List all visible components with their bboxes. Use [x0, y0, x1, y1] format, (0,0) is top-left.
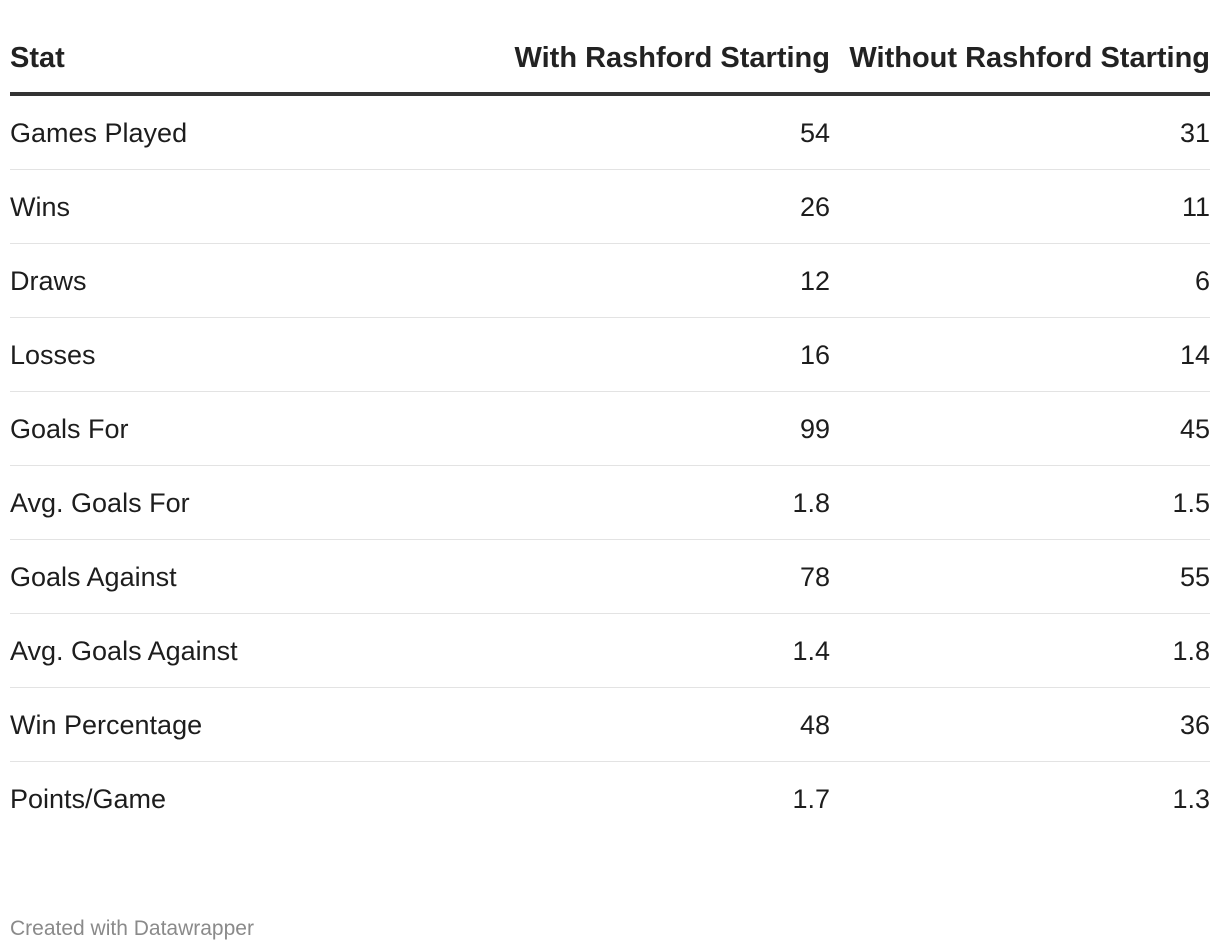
- with-rashford-cell: 12: [430, 243, 830, 318]
- without-rashford-cell: 45: [830, 391, 1210, 466]
- with-rashford-cell: 48: [430, 687, 830, 762]
- stat-cell: Draws: [10, 243, 430, 318]
- with-rashford-cell: 1.8: [430, 465, 830, 540]
- without-rashford-cell: 36: [830, 687, 1210, 762]
- column-header-without-rashford[interactable]: Without Rashford Starting: [830, 40, 1210, 96]
- table-row: Avg. Goals For 1.8 1.5: [10, 465, 1210, 540]
- stat-cell: Avg. Goals For: [10, 465, 430, 540]
- without-rashford-cell: 6: [830, 243, 1210, 318]
- datawrapper-credit: Created with Datawrapper: [10, 917, 254, 940]
- with-rashford-cell: 26: [430, 169, 830, 244]
- stat-cell: Games Played: [10, 94, 430, 170]
- stat-cell: Avg. Goals Against: [10, 613, 430, 688]
- stat-cell: Points/Game: [10, 783, 167, 814]
- table-row: Avg. Goals Against 1.4 1.8: [10, 613, 1210, 688]
- without-rashford-cell: 1.3: [1172, 783, 1210, 814]
- stat-cell: Goals Against: [10, 539, 430, 614]
- without-rashford-cell: 1.5: [830, 465, 1210, 540]
- stats-table: Stat With Rashford Starting Without Rash…: [10, 40, 1210, 835]
- table-row: Losses 16 14: [10, 317, 1210, 392]
- without-rashford-cell: 55: [830, 539, 1210, 614]
- stat-cell: Win Percentage: [10, 687, 430, 762]
- without-rashford-cell: 31: [830, 94, 1210, 170]
- stat-cell: Goals For: [10, 391, 430, 466]
- table-row: Wins 26 11: [10, 169, 1210, 244]
- with-rashford-cell: 1.4: [430, 613, 830, 688]
- stat-cell: Losses: [10, 317, 430, 392]
- table-row: Games Played 54 31: [10, 94, 1210, 170]
- without-rashford-cell: 14: [830, 317, 1210, 392]
- with-rashford-cell: 54: [430, 94, 830, 170]
- table-row: Draws 12 6: [10, 243, 1210, 318]
- table-row: Goals Against 78 55: [10, 539, 1210, 614]
- header-row: Stat With Rashford Starting Without Rash…: [10, 40, 1210, 96]
- column-header-with-rashford[interactable]: With Rashford Starting: [430, 40, 830, 96]
- with-rashford-cell: 78: [430, 539, 830, 614]
- table-header: Stat With Rashford Starting Without Rash…: [10, 40, 1210, 96]
- stats-table-container: Stat With Rashford Starting Without Rash…: [10, 40, 1210, 835]
- stat-cell: Wins: [10, 169, 430, 244]
- table-row: Goals For 99 45: [10, 391, 1210, 466]
- table-row: Win Percentage 48 36: [10, 687, 1210, 762]
- table-row: Points/Game 1.7 1.3: [10, 762, 1210, 836]
- table-body: Games Played 54 31 Wins 26 11 Draws 12 6 Losses 16…: [10, 94, 1210, 835]
- without-rashford-cell: 11: [830, 169, 1210, 244]
- without-rashford-cell: 1.8: [830, 613, 1210, 688]
- with-rashford-cell: 16: [430, 317, 830, 392]
- with-rashford-cell: 1.7: [792, 783, 830, 814]
- column-header-stat[interactable]: Stat: [10, 40, 430, 96]
- with-rashford-cell: 99: [430, 391, 830, 466]
